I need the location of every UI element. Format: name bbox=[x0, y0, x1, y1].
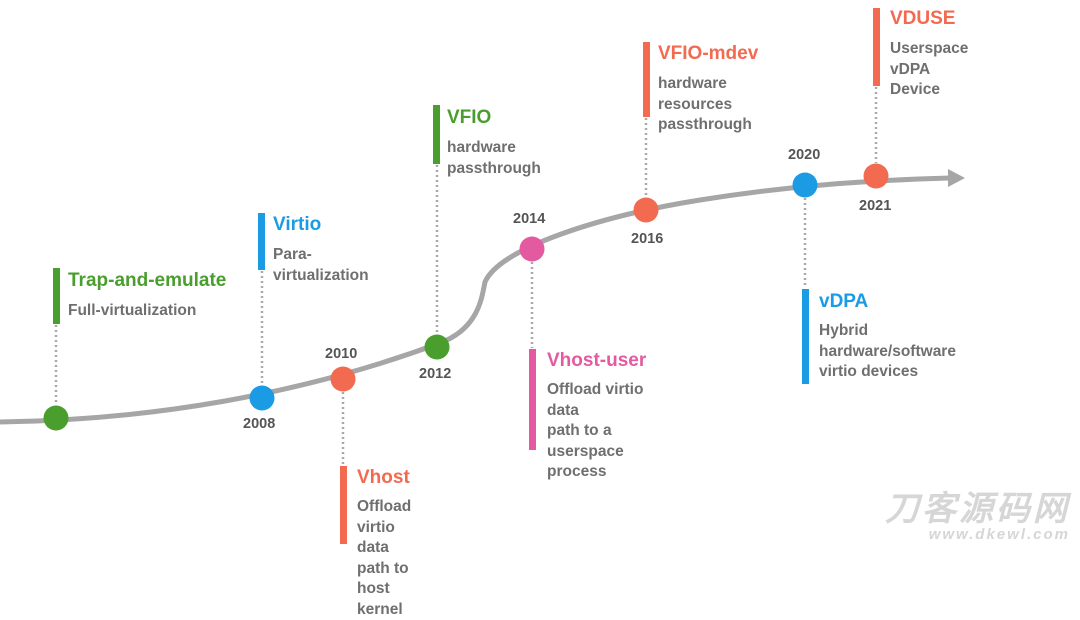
dot-trap bbox=[43, 405, 69, 431]
dot-vduse bbox=[863, 163, 889, 189]
year-2016: 2016 bbox=[631, 231, 664, 247]
dot-virtio bbox=[249, 385, 275, 411]
connector-lines bbox=[54, 87, 878, 466]
milestone-vfio-mdev-desc: hardware resources passthrough bbox=[658, 75, 752, 133]
milestone-vhost-user-bar bbox=[529, 349, 536, 450]
milestone-vfio-title: VFIO bbox=[447, 107, 492, 128]
milestone-vduse-bar bbox=[873, 8, 880, 86]
year-2012: 2012 bbox=[419, 366, 452, 382]
milestone-virtio-bar bbox=[258, 213, 265, 270]
milestone-virtio-title: Virtio bbox=[273, 214, 322, 235]
year-2020: 2020 bbox=[788, 147, 821, 163]
milestone-vduse-desc: Userspace vDPA Device bbox=[890, 40, 969, 98]
milestone-vdpa-desc: Hybrid hardware/software virtio devices bbox=[819, 322, 956, 380]
milestone-vfio-mdev-bar bbox=[643, 42, 650, 117]
timeline-curve bbox=[0, 175, 951, 425]
milestone-vfio-mdev-title: VFIO-mdev bbox=[658, 43, 759, 64]
year-2008: 2008 bbox=[243, 416, 276, 432]
milestone-trap-bar bbox=[53, 268, 60, 324]
dot-vfio-mdev bbox=[633, 197, 659, 223]
milestone-vhost-user-title: Vhost-user bbox=[547, 350, 647, 371]
milestone-trap-desc: Full-virtualization bbox=[68, 302, 197, 319]
milestone-vhost-title: Vhost bbox=[357, 467, 410, 488]
milestone-vfio-bar bbox=[433, 105, 440, 164]
year-2014: 2014 bbox=[513, 211, 546, 227]
milestone-vduse-title: VDUSE bbox=[890, 8, 956, 29]
dot-vhost-user bbox=[519, 236, 545, 262]
dot-vfio bbox=[424, 334, 450, 360]
timeline-diagram bbox=[0, 87, 965, 466]
milestone-dots bbox=[43, 163, 889, 431]
dot-vhost bbox=[330, 366, 356, 392]
watermark: 刀客源码网 www.dkewl.com bbox=[885, 491, 1070, 543]
milestone-vhost-bar bbox=[340, 466, 347, 544]
watermark-url: www.dkewl.com bbox=[928, 526, 1070, 543]
milestone-vdpa-bar bbox=[802, 289, 809, 384]
milestone-virtio-desc: Para-virtualization bbox=[273, 246, 369, 284]
year-2021: 2021 bbox=[859, 198, 892, 214]
milestone-vhost-desc: Offload virtio data path to host kernel bbox=[357, 498, 412, 618]
watermark-chars: 刀客源码网 bbox=[885, 490, 1070, 528]
milestone-trap-title: Trap-and-emulate bbox=[68, 270, 227, 291]
milestone-vhost-user-desc: Offload virtio data path to a userspace … bbox=[547, 381, 644, 480]
timeline-arrowhead bbox=[948, 169, 965, 187]
milestone-vdpa-title: vDPA bbox=[819, 291, 869, 312]
dot-vdpa bbox=[792, 172, 818, 198]
year-2010: 2010 bbox=[325, 346, 358, 362]
milestone-vfio-desc: hardware passthrough bbox=[447, 139, 541, 177]
